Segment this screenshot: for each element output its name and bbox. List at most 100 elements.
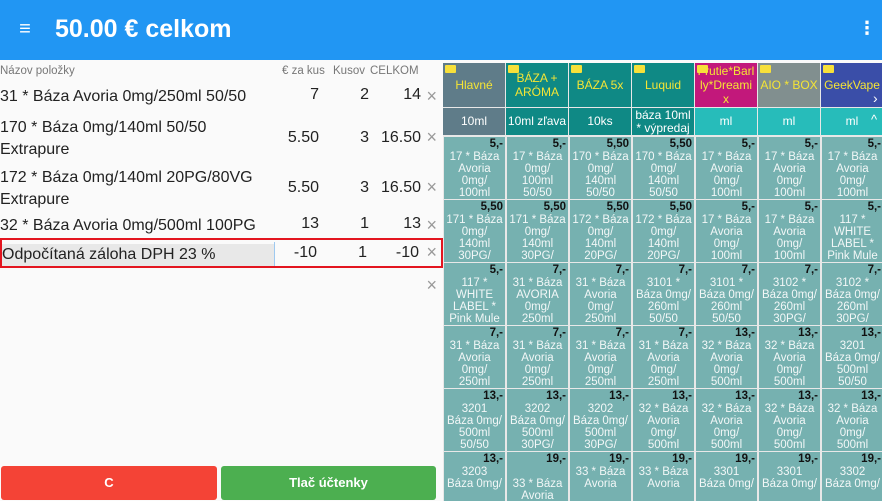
product-name: 31 * Báza AVORIA 0mg/ 250ml — [512, 277, 563, 325]
table-row[interactable]: 31 * Báza Avoria 0mg/250ml 50/50 7 2 14 … — [0, 86, 443, 108]
remove-icon[interactable]: × — [426, 86, 437, 106]
remove-icon[interactable]: × — [426, 242, 437, 262]
product-tile[interactable]: 13,- 3202 Báza 0mg/ 500ml 30PG/ — [507, 389, 568, 451]
product-tile[interactable]: 5,- 17 * Báza 0mg/ 100ml 50/50 — [507, 137, 568, 199]
category-tile[interactable]: GeekVape — [821, 63, 882, 107]
product-tile[interactable]: 7,- 31 * Báza Avoria 0mg/ 250ml — [507, 326, 568, 388]
product-price: 5,50 — [606, 138, 629, 150]
product-name: 31 * Báza Avoria 0mg/ 250ml — [449, 340, 500, 388]
subcategory-tile[interactable]: 10ml — [443, 108, 505, 135]
product-name: 3102 * Báza 0mg/ 260ml 30PG/ — [825, 277, 880, 325]
product-tile[interactable]: 19,- 3302 Báza 0mg/ — [822, 452, 882, 501]
item-name-input[interactable]: Odpočítaná záloha DPH 23 % — [2, 244, 274, 266]
subcategory-tile[interactable]: báza 10ml * výpredaj — [632, 108, 694, 135]
product-tile[interactable]: 5,50 172 * Báza 0mg/ 140ml 20PG/ — [633, 200, 694, 262]
product-name: 17 * Báza Avoria 0mg/ 100ml — [701, 214, 752, 262]
category-tile[interactable]: BÁZA 5x — [569, 63, 631, 107]
subcategory-tile[interactable]: 10ml zľava — [506, 108, 568, 135]
product-tile[interactable]: 7,- 31 * Báza Avoria 0mg/ 250ml — [570, 263, 631, 325]
category-tile[interactable]: AIO * BOX — [758, 63, 820, 107]
product-tile[interactable]: 19,- 33 * Báza Avoria — [633, 452, 694, 501]
product-tile[interactable]: 5,50 172 * Báza 0mg/ 140ml 20PG/ — [570, 200, 631, 262]
product-tile[interactable]: 5,- 17 * Báza Avoria 0mg/ 100ml — [759, 137, 820, 199]
product-tile[interactable]: 7,- 31 * Báza Avoria 0mg/ 250ml — [444, 326, 505, 388]
product-tile[interactable]: 5,- 17 * Báza Avoria 0mg/ 100ml — [696, 137, 757, 199]
category-tile[interactable]: Frutie*Barl ly*Dreami x — [695, 63, 757, 107]
product-tile[interactable]: 13,- 3202 Báza 0mg/ 500ml 30PG/ — [570, 389, 631, 451]
item-name: 31 * Báza Avoria 0mg/250ml 50/50 — [0, 88, 247, 105]
product-tile[interactable]: 7,- 31 * Báza AVORIA 0mg/ 250ml — [507, 263, 568, 325]
product-tile[interactable]: 19,- 33 * Báza Avoria — [507, 452, 568, 501]
remove-icon[interactable]: × — [426, 215, 437, 235]
clear-button[interactable]: C — [1, 466, 217, 500]
product-tile[interactable]: 5,50 171 * Báza 0mg/ 140ml 30PG/ — [507, 200, 568, 262]
product-price: 13,- — [861, 327, 881, 339]
category-tile[interactable]: Luquid — [632, 63, 694, 107]
product-price: 19,- — [735, 453, 755, 465]
product-tile[interactable]: 13,- 32 * Báza Avoria 0mg/ 500ml — [759, 326, 820, 388]
product-tile[interactable]: 13,- 32 * Báza Avoria 0mg/ 500ml — [696, 389, 757, 451]
item-price: -10 — [293, 244, 317, 261]
product-tile[interactable]: 7,- 31 * Báza Avoria 0mg/ 250ml — [633, 326, 694, 388]
product-tile[interactable]: 7,- 3101 * Báza 0mg/ 260ml 50/50 — [696, 263, 757, 325]
table-row[interactable]: 172 * Báza 0mg/140ml 20PG/80VG Extrapure… — [0, 167, 443, 211]
product-tile[interactable]: 13,- 32 * Báza Avoria 0mg/ 500ml — [696, 326, 757, 388]
subcategory-tile[interactable]: ml — [821, 108, 882, 135]
hamburger-icon[interactable]: ≡ — [19, 18, 31, 40]
category-tile[interactable]: Hlavné — [443, 63, 505, 107]
remove-icon[interactable]: × — [426, 177, 437, 197]
subcategory-tile[interactable]: ml — [758, 108, 820, 135]
product-tile[interactable]: 13,- 32 * Báza Avoria 0mg/ 500ml — [759, 389, 820, 451]
folder-icon — [571, 65, 582, 73]
product-tile[interactable]: 13,- 3203 Báza 0mg/ — [444, 452, 505, 501]
category-label: GeekVape — [824, 78, 880, 92]
product-price: 13,- — [483, 453, 503, 465]
subcategory-tile[interactable]: ml — [695, 108, 757, 135]
product-price: 7,- — [678, 327, 692, 339]
product-tile[interactable]: 5,50 170 * Báza 0mg/ 140ml 50/50 — [570, 137, 631, 199]
subcategory-tile[interactable]: 10ks — [569, 108, 631, 135]
product-tile[interactable]: 5,50 170 * Báza 0mg/ 140ml 50/50 — [633, 137, 694, 199]
product-name: 3102 * Báza 0mg/ 260ml 30PG/ — [762, 277, 817, 325]
product-name: 17 * Báza Avoria 0mg/ 100ml — [827, 151, 878, 199]
table-row[interactable]: 32 * Báza Avoria 0mg/500ml 100PG 13 1 13… — [0, 215, 443, 237]
product-tile[interactable]: 19,- 3301 Báza 0mg/ — [696, 452, 757, 501]
category-tile[interactable]: BÁZA + ARÓMA — [506, 63, 568, 107]
remove-icon[interactable]: × — [426, 275, 437, 295]
product-tile[interactable]: 5,- 117 * WHITE LABEL * Pink Mule — [822, 200, 882, 262]
chevron-right-icon[interactable]: › — [873, 90, 878, 106]
product-tile[interactable]: 7,- 3102 * Báza 0mg/ 260ml 30PG/ — [822, 263, 882, 325]
table-row-selected[interactable]: Odpočítaná záloha DPH 23 % -10 1 -10 × — [0, 238, 443, 268]
product-tile[interactable]: 13,- 32 * Báza Avoria 0mg/ 500ml — [633, 389, 694, 451]
product-tile[interactable]: 7,- 3101 * Báza 0mg/ 260ml 50/50 — [633, 263, 694, 325]
product-grid: Hlavné BÁZA + ARÓMA BÁZA 5x Luquid Frutie*Ba… — [443, 63, 882, 501]
product-name: 32 * Báza Avoria 0mg/ 500ml — [764, 403, 815, 451]
product-tile[interactable]: 13,- 32 * Báza Avoria 0mg/ 500ml — [822, 389, 882, 451]
product-tile[interactable]: 5,- 17 * Báza Avoria 0mg/ 100ml — [696, 200, 757, 262]
product-tile[interactable]: 7,- 3102 * Báza 0mg/ 260ml 30PG/ — [759, 263, 820, 325]
product-name: 3301 Báza 0mg/ — [699, 466, 754, 490]
table-row-empty[interactable]: × — [0, 275, 443, 297]
product-tile[interactable]: 19,- 3301 Báza 0mg/ — [759, 452, 820, 501]
product-tile[interactable]: 7,- 31 * Báza Avoria 0mg/ 250ml — [570, 326, 631, 388]
product-tile[interactable]: 5,50 171 * Báza 0mg/ 140ml 30PG/ — [444, 200, 505, 262]
item-price: 5.50 — [287, 129, 319, 146]
product-price: 7,- — [741, 264, 755, 276]
remove-icon[interactable]: × — [426, 127, 437, 147]
product-name: 31 * Báza Avoria 0mg/ 250ml — [575, 277, 626, 325]
print-receipt-button[interactable]: Tlač účtenky — [221, 466, 436, 500]
product-tile[interactable]: 5,- 17 * Báza Avoria 0mg/ 100ml — [822, 137, 882, 199]
product-tile[interactable]: 19,- 33 * Báza Avoria — [570, 452, 631, 501]
product-tile[interactable]: 5,- 117 * WHITE LABEL * Pink Mule — [444, 263, 505, 325]
item-total: 13 — [403, 215, 421, 232]
kebab-icon[interactable]: ⋮ — [858, 18, 876, 38]
item-qty: 3 — [360, 129, 369, 146]
product-tile[interactable]: 5,- 17 * Báza Avoria 0mg/ 100ml — [444, 137, 505, 199]
product-tile[interactable]: 13,- 3201 Báza 0mg/ 500ml 50/50 — [444, 389, 505, 451]
product-price: 13,- — [861, 390, 881, 402]
product-tile[interactable]: 13,- 3201 Báza 0mg/ 500ml 50/50 — [822, 326, 882, 388]
product-name: 17 * Báza 0mg/ 100ml 50/50 — [512, 151, 563, 199]
chevron-up-icon[interactable]: ^ — [871, 112, 878, 127]
table-row[interactable]: 170 * Báza 0mg/140ml 50/50 Extrapure 5.5… — [0, 117, 443, 161]
product-tile[interactable]: 5,- 17 * Báza Avoria 0mg/ 100ml — [759, 200, 820, 262]
